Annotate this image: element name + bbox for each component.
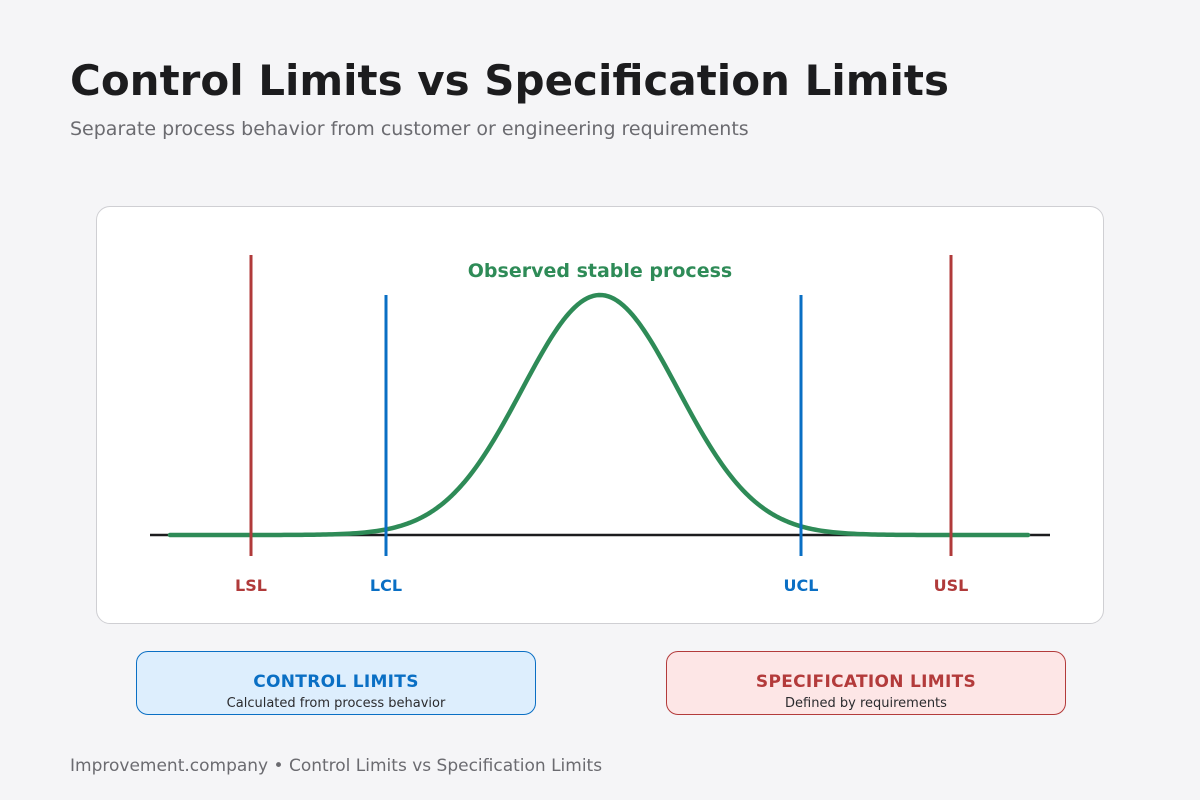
specification-limits-title: SPECIFICATION LIMITS bbox=[755, 672, 977, 692]
usl-label: USL bbox=[934, 576, 969, 595]
curve-label: Observed stable process bbox=[468, 260, 732, 282]
ucl-label: UCL bbox=[784, 576, 819, 595]
page-subtitle: Separate process behavior from customer … bbox=[70, 118, 749, 140]
process-distribution-curve bbox=[167, 292, 1031, 538]
lcl-label: LCL bbox=[370, 576, 402, 595]
page-title: Control Limits vs Specification Limits bbox=[70, 56, 949, 105]
diagram-card bbox=[96, 206, 1104, 624]
specification-limits-legend: SPECIFICATION LIMITS Defined by requirem… bbox=[666, 651, 1066, 715]
lsl-label: LSL bbox=[235, 576, 267, 595]
control-limits-description: Calculated from process behavior bbox=[226, 696, 446, 711]
control-limits-title: CONTROL LIMITS bbox=[253, 672, 419, 692]
specification-limits-description: Defined by requirements bbox=[785, 696, 947, 711]
control-limits-legend: CONTROL LIMITS Calculated from process b… bbox=[136, 651, 536, 715]
footer-text: Improvement.company • Control Limits vs … bbox=[70, 756, 603, 776]
